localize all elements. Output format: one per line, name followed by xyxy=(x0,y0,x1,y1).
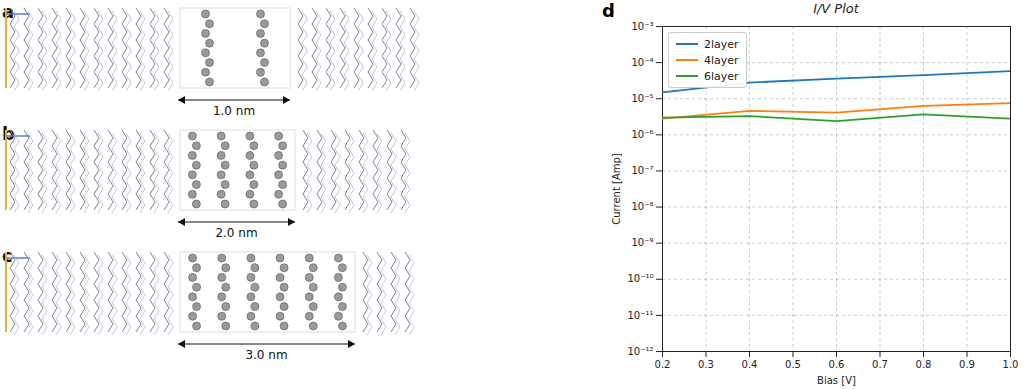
html-text:I/V Plot: I/V Plot xyxy=(813,1,859,16)
svg-text:0.3: 0.3 xyxy=(698,359,714,370)
svg-text:10⁻⁵: 10⁻⁵ xyxy=(631,93,653,104)
svg-text:10⁻³: 10⁻³ xyxy=(631,21,653,32)
svg-text:0.4: 0.4 xyxy=(742,359,758,370)
svg-text:1.0 nm: 1.0 nm xyxy=(213,104,255,118)
svg-text:10⁻¹¹: 10⁻¹¹ xyxy=(627,310,653,321)
svg-text:Current [Amp]: Current [Amp] xyxy=(611,153,622,225)
svg-text:10⁻⁴: 10⁻⁴ xyxy=(631,57,653,68)
svg-text:3.0 nm: 3.0 nm xyxy=(245,348,287,362)
svg-text:10⁻⁶: 10⁻⁶ xyxy=(631,129,653,140)
html-text:2layer: 2layer xyxy=(704,37,739,51)
svg-text:0.6: 0.6 xyxy=(829,359,845,370)
svg-text:10⁻⁹: 10⁻⁹ xyxy=(631,237,653,248)
svg-text:10⁻¹⁰: 10⁻¹⁰ xyxy=(627,273,653,284)
svg-text:0.5: 0.5 xyxy=(785,359,801,370)
svg-text:0.2: 0.2 xyxy=(655,359,671,370)
svg-text:0.7: 0.7 xyxy=(872,359,888,370)
html-text:d: d xyxy=(602,0,615,21)
html-text:4layer: 4layer xyxy=(704,53,739,67)
svg-text:b: b xyxy=(2,123,15,144)
svg-text:10⁻⁸: 10⁻⁸ xyxy=(631,201,653,212)
svg-text:0.9: 0.9 xyxy=(959,359,975,370)
svg-text:0.8: 0.8 xyxy=(916,359,932,370)
svg-text:a: a xyxy=(2,1,15,22)
html-text:6layer: 6layer xyxy=(704,69,739,83)
svg-text:1.0: 1.0 xyxy=(1003,359,1019,370)
svg-text:c: c xyxy=(2,245,13,266)
svg-text:Bias [V]: Bias [V] xyxy=(817,375,856,386)
svg-text:2.0 nm: 2.0 nm xyxy=(215,226,257,240)
svg-text:10⁻⁷: 10⁻⁷ xyxy=(631,165,653,176)
svg-text:10⁻¹²: 10⁻¹² xyxy=(627,346,653,357)
